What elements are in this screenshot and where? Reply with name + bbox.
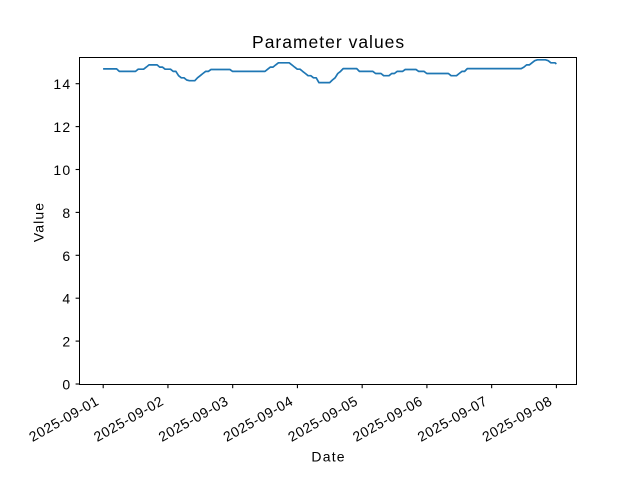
svg-text:2025-09-06: 2025-09-06 — [350, 393, 425, 445]
svg-text:8: 8 — [62, 205, 71, 221]
svg-text:2: 2 — [62, 334, 71, 350]
svg-text:2025-09-05: 2025-09-05 — [285, 393, 360, 445]
svg-text:2025-09-04: 2025-09-04 — [220, 393, 295, 445]
svg-text:Value: Value — [30, 202, 46, 242]
svg-text:6: 6 — [62, 248, 71, 264]
svg-text:14: 14 — [53, 76, 71, 92]
svg-text:2025-09-01: 2025-09-01 — [26, 393, 101, 445]
svg-text:12: 12 — [53, 119, 71, 135]
svg-text:Parameter values: Parameter values — [252, 32, 405, 52]
svg-text:2025-09-07: 2025-09-07 — [415, 393, 490, 445]
svg-text:0: 0 — [62, 377, 71, 393]
svg-text:4: 4 — [62, 291, 71, 307]
svg-text:2025-09-08: 2025-09-08 — [479, 393, 554, 445]
svg-text:2025-09-03: 2025-09-03 — [156, 393, 231, 445]
svg-text:Date: Date — [311, 449, 345, 465]
svg-text:10: 10 — [53, 162, 71, 178]
svg-text:2025-09-02: 2025-09-02 — [91, 393, 166, 445]
